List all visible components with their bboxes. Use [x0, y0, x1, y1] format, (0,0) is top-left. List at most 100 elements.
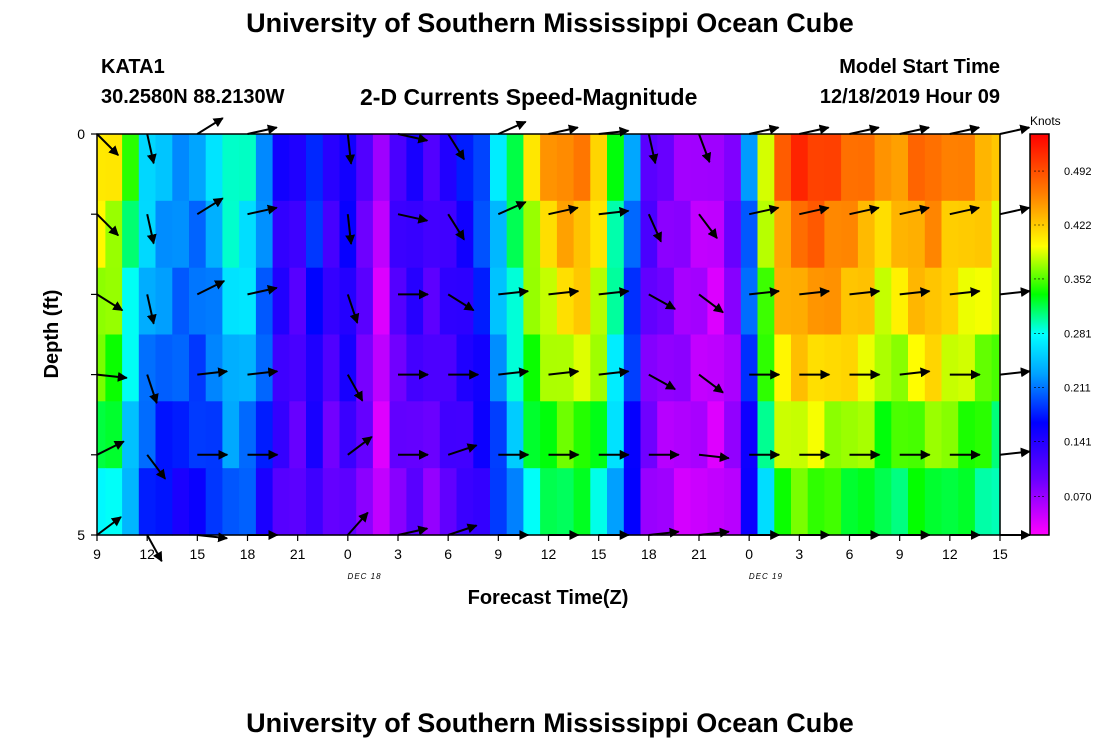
colorbar-tick-label: 0.352 — [1064, 274, 1092, 286]
heatmap-cell — [239, 267, 257, 336]
heatmap-cell — [506, 200, 524, 269]
heatmap-cell — [924, 468, 943, 536]
current-vector — [447, 443, 478, 456]
heatmap-cell — [322, 134, 341, 202]
heatmap-cell — [607, 334, 625, 402]
current-vector — [949, 287, 981, 298]
current-vector — [698, 213, 718, 239]
current-vector — [96, 213, 119, 237]
heatmap-cell — [122, 401, 140, 469]
heatmap-cell — [138, 267, 157, 336]
heatmap-cell — [105, 200, 123, 269]
heatmap-cell — [439, 334, 458, 402]
heatmap-cell — [673, 200, 692, 269]
heatmap-cell — [991, 334, 1001, 402]
heatmap-cell — [958, 267, 976, 336]
heatmap-cell — [172, 468, 190, 536]
heatmap-cell — [406, 401, 424, 469]
current-vector — [598, 206, 630, 217]
heatmap-cell — [724, 334, 742, 402]
heatmap-cell — [439, 468, 458, 536]
heatmap-cell — [439, 200, 458, 269]
colorbar-tick-label: 0.211 — [1064, 383, 1091, 395]
current-vector — [899, 124, 930, 135]
heatmap-cell — [857, 401, 876, 469]
heatmap-cell — [490, 267, 508, 336]
heatmap-cell — [740, 134, 759, 202]
heatmap-cell — [356, 334, 374, 402]
current-vector — [648, 373, 676, 391]
heatmap-cell — [205, 200, 223, 269]
date-label: DEC 19 — [749, 572, 783, 581]
heatmap-cell — [690, 134, 708, 202]
colorbar-ramp — [1029, 133, 1050, 536]
current-vector — [247, 284, 278, 296]
heatmap-cell — [255, 334, 274, 402]
current-vector — [96, 440, 125, 456]
heatmap-cell — [473, 468, 491, 536]
heatmap-cell — [189, 267, 207, 336]
heatmap-cell — [473, 401, 491, 469]
x-tick-label: 15 — [591, 546, 607, 562]
heatmap-cell — [523, 401, 541, 469]
current-vector — [498, 287, 530, 298]
heatmap-cell — [707, 134, 725, 202]
heatmap-cell — [924, 134, 943, 202]
heatmap-cell — [841, 401, 859, 469]
current-vector — [247, 204, 278, 216]
current-vector — [96, 293, 124, 312]
current-vector — [197, 367, 229, 378]
heatmap-cell — [272, 200, 290, 269]
current-vector — [849, 204, 880, 216]
heatmap-cell — [389, 134, 407, 202]
x-tick-label: 21 — [290, 546, 306, 562]
heatmap-cell — [573, 334, 591, 402]
heatmap-cell — [673, 334, 692, 402]
current-vector — [999, 367, 1031, 378]
x-tick-label: 9 — [93, 546, 101, 562]
colorbar-tick-label: 0.070 — [1064, 491, 1092, 503]
heatmap-cell — [205, 401, 223, 469]
heatmap-cell — [322, 401, 341, 469]
heatmap-cell — [556, 134, 575, 202]
heatmap-cell — [506, 401, 524, 469]
current-vector — [146, 454, 166, 480]
heatmap-cell — [841, 134, 859, 202]
heatmap-cell — [222, 468, 240, 536]
current-vector — [447, 293, 475, 312]
heatmap-cell — [356, 134, 374, 202]
current-vector — [548, 367, 580, 378]
heatmap-cell — [573, 401, 591, 469]
current-vector — [698, 133, 712, 164]
x-tick-label: 12 — [942, 546, 958, 562]
heatmap-cell — [339, 468, 357, 536]
heatmap-cell — [155, 200, 173, 269]
heatmap-cell — [523, 200, 541, 269]
current-vector — [999, 124, 1031, 135]
x-axis-label: Forecast Time(Z) — [468, 587, 629, 609]
heatmap-cell — [707, 267, 725, 336]
heatmap-cell — [924, 200, 943, 269]
x-tick-label: 6 — [444, 546, 452, 562]
heatmap-cell — [991, 267, 1001, 336]
heatmap-cell — [356, 401, 374, 469]
heatmap-cell — [573, 468, 591, 536]
footer-title: University of Southern Mississippi Ocean… — [246, 708, 854, 738]
heatmap-cell — [807, 334, 825, 402]
current-vector — [748, 124, 780, 135]
heatmap-cell — [155, 468, 173, 536]
heatmap-cell — [841, 267, 859, 336]
heatmap-cell — [138, 401, 157, 469]
heatmap-cell — [556, 267, 575, 336]
heatmap-cell — [807, 468, 825, 536]
x-tick-label: 18 — [641, 546, 657, 562]
heatmap-cell — [272, 468, 290, 536]
heatmap-cell — [306, 134, 324, 202]
heatmap-cell — [607, 200, 625, 269]
heatmap-cell — [757, 334, 775, 402]
current-vector — [247, 367, 279, 378]
heatmap-cell — [874, 134, 892, 202]
heatmap-cell — [506, 468, 524, 536]
heatmap-cell — [958, 401, 976, 469]
heatmap-cell — [774, 401, 792, 469]
